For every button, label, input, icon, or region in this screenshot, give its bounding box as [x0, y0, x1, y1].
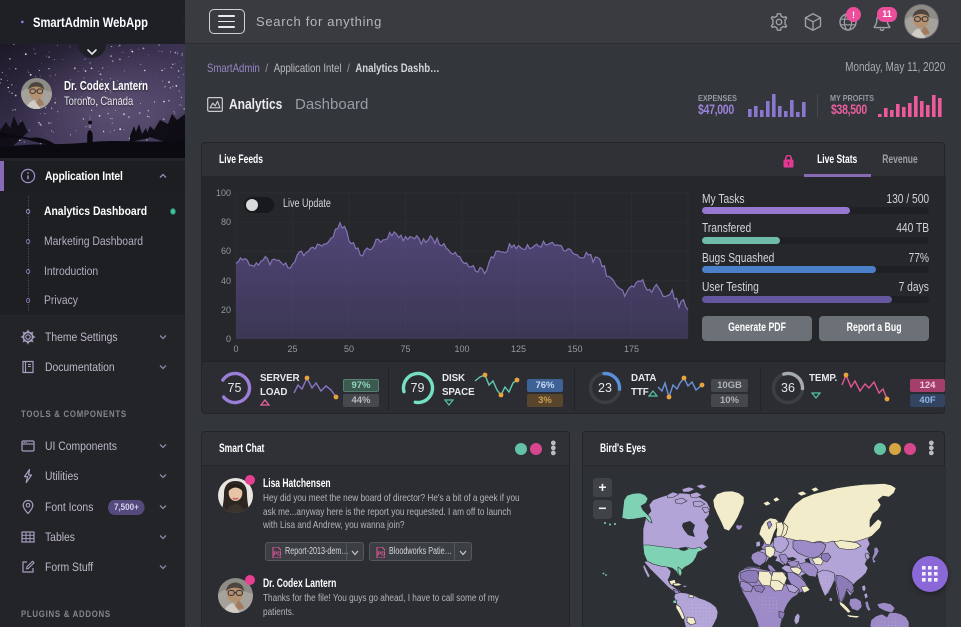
- svg-text:0: 0: [226, 334, 231, 344]
- svg-text:150: 150: [567, 344, 582, 354]
- svg-text:75: 75: [400, 344, 410, 354]
- svg-text:PDF: PDF: [274, 552, 282, 558]
- svg-text:50: 50: [344, 344, 354, 354]
- svg-text:25: 25: [287, 344, 297, 354]
- svg-text:100: 100: [216, 188, 231, 198]
- svg-text:0: 0: [233, 344, 238, 354]
- svg-text:80: 80: [221, 217, 231, 227]
- svg-text:125: 125: [511, 344, 526, 354]
- svg-text:175: 175: [624, 344, 639, 354]
- svg-text:60: 60: [221, 246, 231, 256]
- svg-text:PDF: PDF: [378, 552, 386, 558]
- svg-text:100: 100: [454, 344, 469, 354]
- svg-text:40: 40: [221, 276, 231, 286]
- svg-text:20: 20: [221, 305, 231, 315]
